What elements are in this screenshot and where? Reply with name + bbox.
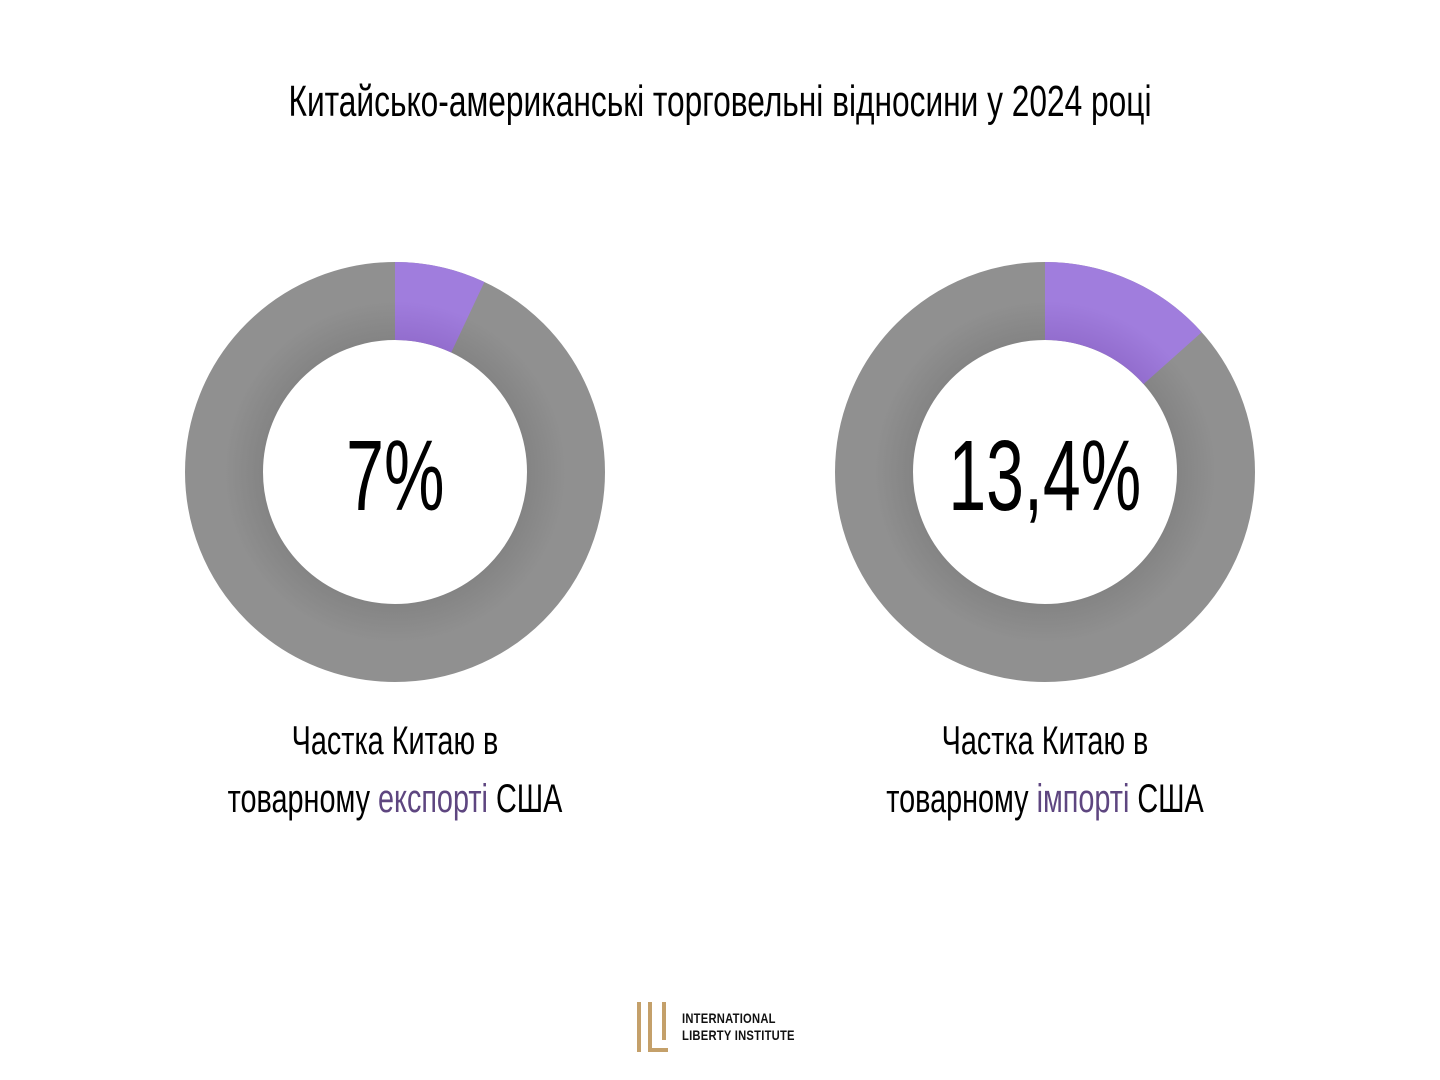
caption-accent-word: експорті: [378, 777, 488, 821]
caption-text: товарному: [886, 777, 1037, 821]
chart-title: Китайсько-американські торговельні відно…: [288, 77, 1152, 126]
export-caption: Частка Китаю в товарному експорті США: [115, 712, 675, 828]
caption-text: США: [487, 777, 563, 821]
logo-line2: LIBERTY INSTITUTE: [682, 1027, 795, 1043]
china-share-slice: [835, 262, 1255, 682]
import-caption-line2: товарному імпорті США: [843, 770, 1246, 828]
ili-logo-mark-icon: [636, 1002, 670, 1052]
import-donut-svg: [835, 262, 1255, 682]
import-caption-line1: Частка Китаю в: [941, 719, 1149, 763]
import-donut-chart: 13,4%: [835, 262, 1255, 682]
export-share-value: 7%: [345, 420, 445, 532]
logo-line1: INTERNATIONAL: [682, 1010, 776, 1026]
china-share-slice: [185, 262, 605, 682]
export-donut-svg: [185, 262, 605, 682]
export-donut-chart: 7%: [185, 262, 605, 682]
ili-logo-text: INTERNATIONAL LIBERTY INSTITUTE: [682, 1010, 795, 1044]
caption-accent-word: імпорті: [1036, 777, 1130, 821]
import-caption: Частка Китаю в товарному імпорті США: [765, 712, 1325, 828]
export-caption-line2: товарному експорті США: [193, 770, 596, 828]
caption-text: товарному: [227, 777, 379, 821]
ili-logo: INTERNATIONAL LIBERTY INSTITUTE: [636, 1002, 823, 1052]
caption-text: США: [1129, 777, 1204, 821]
import-share-value: 13,4%: [948, 420, 1142, 532]
export-caption-line1: Частка Китаю в: [291, 719, 499, 763]
